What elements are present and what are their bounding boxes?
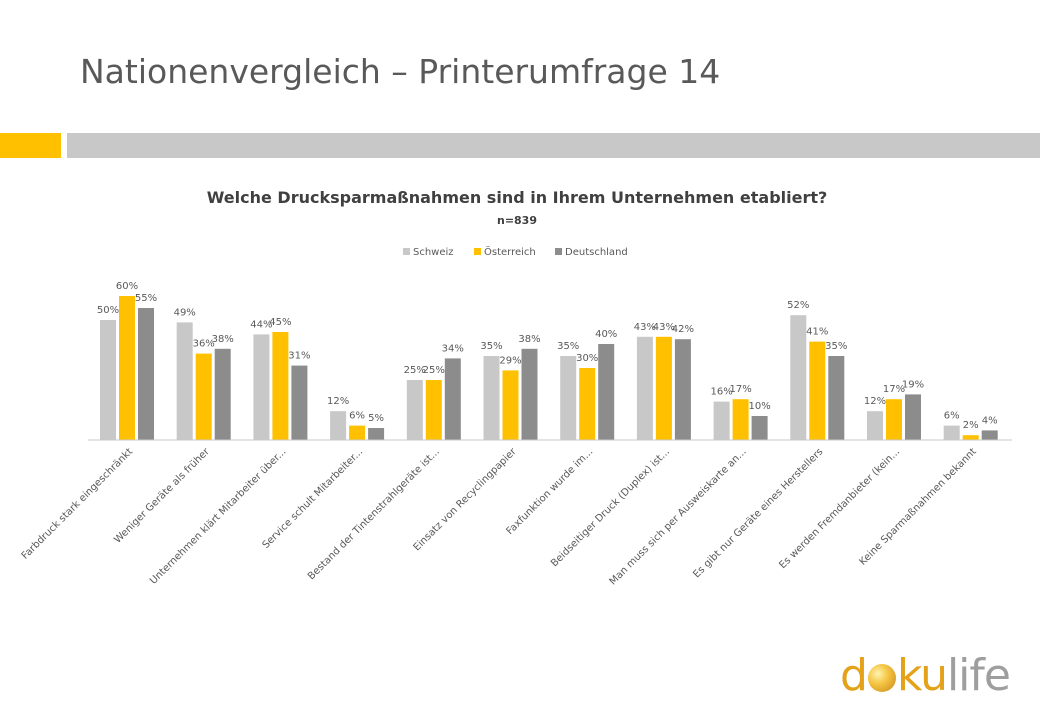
bar-2-2 bbox=[291, 365, 308, 440]
bar-0-2 bbox=[253, 334, 270, 440]
chart-subtitle: n=839 bbox=[497, 214, 537, 227]
bar-2-4 bbox=[444, 358, 461, 440]
bar-1-6 bbox=[579, 368, 596, 440]
bar-1-1 bbox=[195, 353, 212, 440]
data-label-0-7: 43% bbox=[634, 322, 656, 333]
bar-2-9 bbox=[828, 356, 845, 440]
legend-swatch-0 bbox=[403, 248, 410, 255]
bar-0-0 bbox=[100, 320, 116, 440]
x-tick-label-10: Es werden Fremdanbieter (kein... bbox=[777, 446, 902, 571]
x-tick-label-7: Beidseitiger Druck (Duplex) ist... bbox=[549, 446, 672, 569]
legend-label-2: Deutschland bbox=[565, 247, 628, 258]
bar-0-5 bbox=[483, 356, 500, 440]
data-label-2-1: 38% bbox=[212, 334, 234, 345]
legend-swatch-2 bbox=[555, 248, 562, 255]
bar-2-1 bbox=[214, 348, 231, 440]
chart-legend: Schweiz Österreich Deutschland bbox=[403, 245, 628, 258]
bar-1-8 bbox=[732, 399, 749, 440]
slide-title: Nationenvergleich – Printerumfrage 14 bbox=[80, 52, 721, 91]
x-tick-label-9: Es gibt nur Geräte eines Herstellers bbox=[691, 446, 825, 580]
bar-0-3 bbox=[330, 411, 347, 440]
data-label-2-5: 38% bbox=[518, 334, 540, 345]
bar-2-8 bbox=[751, 416, 768, 440]
bar-2-0 bbox=[138, 308, 154, 440]
data-label-0-10: 12% bbox=[864, 396, 886, 407]
bar-1-3 bbox=[349, 425, 366, 440]
data-label-2-9: 35% bbox=[825, 341, 847, 352]
data-label-0-2: 44% bbox=[250, 319, 272, 330]
bar-2-11 bbox=[981, 430, 998, 440]
data-label-2-0: 55% bbox=[135, 293, 157, 304]
chart-bars: 50%60%55%49%36%38%44%45%31%12%6% 5%25%25%… bbox=[97, 281, 998, 440]
data-label-1-6: 30% bbox=[576, 353, 598, 364]
data-label-2-3: 5% bbox=[368, 413, 384, 424]
data-label-0-0: 50% bbox=[97, 305, 119, 316]
bar-0-8 bbox=[713, 401, 730, 440]
data-label-1-8: 17% bbox=[729, 384, 751, 395]
data-label-1-7: 43% bbox=[653, 322, 675, 333]
bar-1-9 bbox=[809, 341, 826, 440]
data-label-0-8: 16% bbox=[710, 387, 732, 398]
data-label-0-4: 25% bbox=[404, 365, 426, 376]
data-label-1-1: 36% bbox=[193, 339, 215, 350]
data-label-2-11: 4% bbox=[982, 415, 998, 426]
bar-0-7 bbox=[636, 336, 653, 440]
legend-swatch-1 bbox=[474, 248, 481, 255]
bar-2-10 bbox=[905, 394, 921, 440]
data-label-2-10: 19% bbox=[902, 379, 924, 390]
bar-1-11 bbox=[962, 435, 979, 440]
accent-bar bbox=[0, 133, 61, 158]
data-label-0-1: 49% bbox=[174, 307, 196, 318]
data-label-0-11: 6% bbox=[944, 411, 960, 422]
bar-1-10 bbox=[886, 399, 902, 440]
bar-0-4 bbox=[406, 380, 423, 440]
bar-2-7 bbox=[674, 339, 691, 440]
x-tick-label-6: Faxfunktion wurde im... bbox=[505, 446, 596, 537]
bar-0-6 bbox=[560, 356, 577, 440]
data-label-1-0: 60% bbox=[116, 281, 138, 292]
legend-label-0: Schweiz bbox=[413, 247, 454, 258]
bar-2-3 bbox=[368, 428, 385, 440]
data-label-1-9: 41% bbox=[806, 327, 828, 338]
data-label-1-10: 17% bbox=[883, 384, 905, 395]
data-label-1-4: 25% bbox=[423, 365, 445, 376]
data-label-0-9: 52% bbox=[787, 300, 809, 311]
bar-chart: Welche Drucksparmaßnahmen sind in Ihrem … bbox=[20, 188, 1012, 588]
data-label-1-3: 6% bbox=[349, 411, 365, 422]
data-label-0-3: 12% bbox=[327, 396, 349, 407]
legend-label-1: Österreich bbox=[484, 245, 536, 258]
header-band bbox=[67, 133, 1040, 158]
data-label-2-4: 34% bbox=[442, 343, 464, 354]
data-label-1-11: 2% bbox=[963, 420, 979, 431]
x-tick-label-2: Unternehmen klärt Mitarbeiter über... bbox=[148, 446, 288, 586]
bar-0-9 bbox=[790, 315, 807, 440]
data-label-2-7: 42% bbox=[672, 324, 694, 335]
logo-wordmark: d kulife bbox=[840, 650, 1011, 701]
data-label-1-2: 45% bbox=[269, 317, 291, 328]
data-label-2-8: 10% bbox=[748, 401, 770, 412]
data-label-2-2: 31% bbox=[288, 351, 310, 362]
dokulife-logo: d kulife bbox=[840, 650, 1011, 702]
bar-1-0 bbox=[119, 296, 135, 440]
x-tick-label-4: Bestand der Tintenstrahlgeräte ist... bbox=[306, 446, 442, 582]
bar-2-5 bbox=[521, 348, 538, 440]
bar-0-10 bbox=[867, 411, 883, 440]
bar-1-4 bbox=[425, 380, 442, 440]
bar-0-1 bbox=[176, 322, 193, 440]
x-tick-label-8: Man muss sich per Ausweiskarte an... bbox=[608, 446, 749, 587]
bar-1-2 bbox=[272, 332, 289, 440]
bar-2-6 bbox=[598, 344, 615, 440]
bar-1-7 bbox=[655, 336, 672, 440]
data-label-0-5: 35% bbox=[480, 341, 502, 352]
bar-1-5 bbox=[502, 370, 519, 440]
data-label-0-6: 35% bbox=[557, 341, 579, 352]
data-label-1-5: 29% bbox=[499, 355, 521, 366]
bar-0-11 bbox=[943, 425, 960, 440]
chart-title: Welche Drucksparmaßnahmen sind in Ihrem … bbox=[207, 188, 828, 207]
data-label-2-6: 40% bbox=[595, 329, 617, 340]
